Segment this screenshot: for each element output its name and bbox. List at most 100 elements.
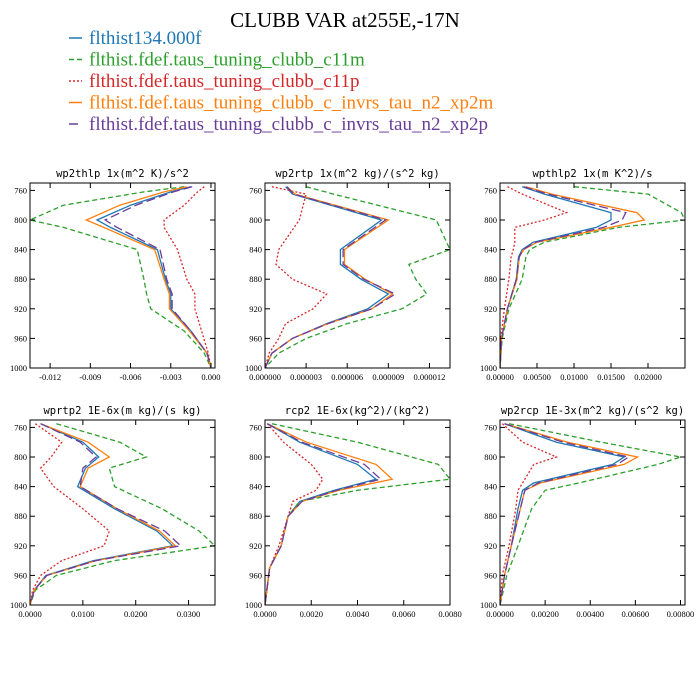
y-tick-label: 840 bbox=[484, 245, 497, 255]
x-tick-label: 0.00000 bbox=[486, 609, 514, 619]
x-tick-label: -0.006 bbox=[120, 372, 142, 382]
x-tick-label: 0.00000 bbox=[486, 372, 514, 382]
y-tick-label: 920 bbox=[484, 541, 497, 551]
series-line bbox=[30, 423, 182, 605]
figure-title: CLUBB VAR at255E,-17N bbox=[230, 8, 460, 32]
x-tick-label: 0.01500 bbox=[597, 372, 625, 382]
x-tick-label: -0.003 bbox=[160, 372, 182, 382]
y-tick-label: 1000 bbox=[245, 600, 262, 610]
series-line bbox=[84, 186, 212, 368]
x-tick-label: 0.0000 bbox=[18, 609, 41, 619]
x-tick-label: 0.0080 bbox=[438, 609, 461, 619]
x-tick-label: 0.000009 bbox=[372, 372, 404, 382]
y-tick-label: 960 bbox=[14, 333, 27, 343]
series-line bbox=[265, 423, 450, 605]
series-line bbox=[500, 423, 559, 605]
series-line bbox=[30, 423, 177, 605]
plot-frame bbox=[264, 182, 451, 369]
chart-panel: wpthlp2 1x(m K^2)/s 760 800 840 880 920 960 100… bbox=[480, 168, 686, 382]
series-line bbox=[500, 186, 685, 368]
y-tick-label: 960 bbox=[484, 333, 497, 343]
x-tick-label: 0.0060 bbox=[392, 609, 415, 619]
y-tick-label: 960 bbox=[249, 333, 262, 343]
y-tick-label: 760 bbox=[249, 185, 262, 195]
chart-panel: wp2thlp 1x(m^2 K)/s^2 760 800 840 880 920 960 1… bbox=[10, 168, 221, 382]
legend-entry: flthist.fdef.taus_tuning_clubb_c_invrs_t… bbox=[89, 93, 493, 114]
series-line bbox=[500, 423, 640, 605]
series-line bbox=[500, 186, 646, 368]
series-line bbox=[265, 186, 390, 368]
x-tick-label: 0.0000 bbox=[253, 609, 276, 619]
y-tick-label: 960 bbox=[484, 570, 497, 580]
x-tick-label: 0.0100 bbox=[71, 609, 94, 619]
x-tick-label: 0.00500 bbox=[523, 372, 551, 382]
series-line bbox=[30, 423, 111, 605]
x-tick-label: 0.00400 bbox=[576, 609, 604, 619]
x-tick-label: 0.00800 bbox=[667, 609, 695, 619]
panel-title: wpthlp2 1x(m K^2)/s bbox=[532, 168, 652, 180]
y-tick-label: 960 bbox=[14, 570, 27, 580]
y-tick-label: 800 bbox=[249, 215, 262, 225]
y-tick-label: 800 bbox=[14, 215, 27, 225]
plot-frame bbox=[29, 419, 216, 606]
x-tick-label: 0.00200 bbox=[531, 609, 559, 619]
panel-title: wp2rtp 1x(m^2 kg)/(s^2 kg) bbox=[275, 168, 439, 180]
panel-title: wp2rcp 1E-3x(m^2 kg)/(s^2 kg) bbox=[501, 405, 684, 417]
y-tick-label: 1000 bbox=[10, 363, 27, 373]
y-tick-label: 840 bbox=[14, 482, 27, 492]
y-tick-label: 920 bbox=[484, 304, 497, 314]
chart-panel: rcp2 1E-6x(kg^2)/(kg^2) 760 800 840 880 920 96… bbox=[245, 405, 462, 619]
y-tick-label: 920 bbox=[14, 541, 27, 551]
x-tick-label: 0.00600 bbox=[622, 609, 650, 619]
y-tick-label: 800 bbox=[484, 452, 497, 462]
y-tick-label: 760 bbox=[484, 185, 497, 195]
y-tick-label: 840 bbox=[249, 245, 262, 255]
x-tick-label: 0.000000 bbox=[249, 372, 281, 382]
y-tick-label: 800 bbox=[249, 452, 262, 462]
series-line bbox=[500, 186, 627, 368]
panels: wp2thlp 1x(m^2 K)/s^2 760 800 840 880 920 960 1… bbox=[10, 168, 694, 619]
x-tick-label: 0.000012 bbox=[414, 372, 446, 382]
panel-title: wprtp2 1E-6x(m kg)/(s kg) bbox=[43, 405, 201, 417]
legend-entry: flthist.fdef.taus_tuning_clubb_c11m bbox=[89, 50, 365, 71]
plot-frame bbox=[499, 419, 686, 606]
legend-entry: flthist134.000f bbox=[89, 28, 202, 49]
series-line bbox=[265, 423, 382, 605]
y-tick-label: 1000 bbox=[480, 600, 497, 610]
y-tick-label: 760 bbox=[484, 422, 497, 432]
y-tick-label: 1000 bbox=[245, 363, 262, 373]
y-tick-label: 1000 bbox=[10, 600, 27, 610]
panel-title: rcp2 1E-6x(kg^2)/(kg^2) bbox=[285, 405, 430, 417]
legend-entry: flthist.fdef.taus_tuning_clubb_c_invrs_t… bbox=[89, 114, 488, 135]
y-tick-label: 840 bbox=[14, 245, 27, 255]
y-tick-label: 800 bbox=[484, 215, 497, 225]
plot-frame bbox=[264, 419, 451, 606]
series-line bbox=[265, 186, 394, 368]
series-line bbox=[265, 423, 324, 605]
x-tick-label: 0.02000 bbox=[634, 372, 662, 382]
x-tick-label: 0.0040 bbox=[346, 609, 369, 619]
y-tick-label: 920 bbox=[14, 304, 27, 314]
y-tick-label: 1000 bbox=[480, 363, 497, 373]
chart-panel: wprtp2 1E-6x(m kg)/(s kg) 760 800 840 880 920… bbox=[10, 405, 216, 619]
x-tick-label: 0.0300 bbox=[177, 609, 200, 619]
y-tick-label: 760 bbox=[249, 422, 262, 432]
series-line bbox=[500, 423, 631, 605]
series-line bbox=[265, 186, 397, 368]
x-tick-label: 0.01000 bbox=[560, 372, 588, 382]
y-tick-label: 760 bbox=[14, 185, 27, 195]
series-line bbox=[500, 423, 681, 605]
series-line bbox=[103, 186, 212, 368]
panel-title: wp2thlp 1x(m^2 K)/s^2 bbox=[56, 168, 189, 180]
y-tick-label: 880 bbox=[249, 511, 262, 521]
series-line bbox=[265, 423, 394, 605]
chart-panel: wp2rcp 1E-3x(m^2 kg)/(s^2 kg) 760 800 840 88… bbox=[480, 405, 694, 619]
x-tick-label: -0.009 bbox=[79, 372, 101, 382]
y-tick-label: 880 bbox=[484, 511, 497, 521]
plot-frame bbox=[499, 182, 686, 369]
y-tick-label: 880 bbox=[14, 274, 27, 284]
y-tick-label: 880 bbox=[14, 511, 27, 521]
x-tick-label: -0.012 bbox=[39, 372, 61, 382]
legend: flthist134.000fflthist.fdef.taus_tuning_… bbox=[69, 28, 493, 135]
